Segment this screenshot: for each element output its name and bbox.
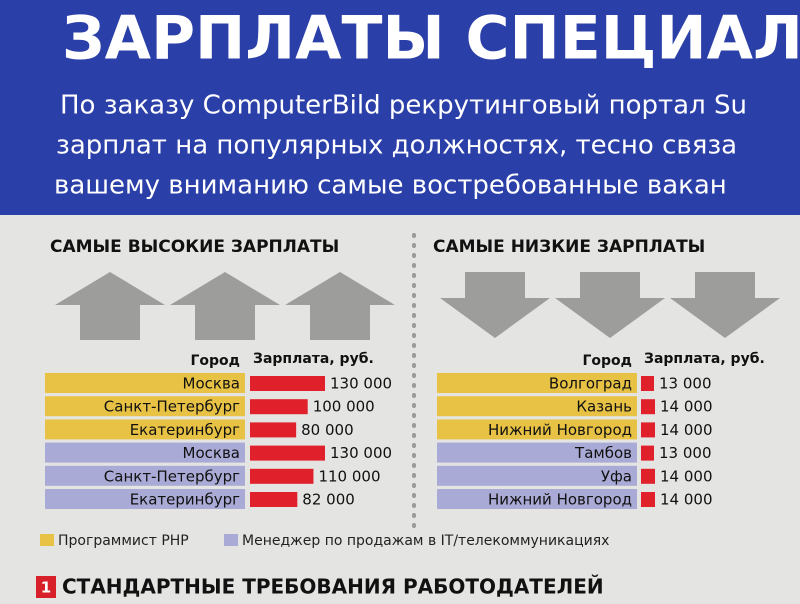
row-cell bbox=[45, 489, 245, 509]
legend-label: Менеджер по продажам в IT/телекоммуникац… bbox=[242, 533, 609, 549]
value-header: Зарплата, руб. bbox=[253, 351, 374, 367]
city: Волгоград bbox=[549, 375, 632, 393]
value-label: 14 000 bbox=[660, 421, 713, 439]
value-label: 100 000 bbox=[313, 398, 375, 416]
intro-line: По заказу ComputerBild рекрутинговый пор… bbox=[60, 91, 747, 121]
row-cell bbox=[437, 396, 637, 417]
city: Екатеринбург bbox=[130, 491, 240, 509]
row-cell bbox=[437, 373, 637, 393]
arrow bbox=[555, 272, 665, 338]
bar bbox=[641, 468, 655, 484]
row-cell bbox=[437, 419, 637, 440]
arrow bbox=[670, 272, 780, 338]
bar bbox=[250, 399, 308, 415]
row-cell bbox=[437, 465, 637, 486]
city: Нижний Новгород bbox=[488, 421, 632, 439]
chart-title: САМЫЕ ВЫСОКИЕ ЗАРПЛАТЫ bbox=[50, 237, 339, 257]
value-label: 82 000 bbox=[302, 491, 355, 509]
section-badge bbox=[36, 576, 56, 598]
legend-swatch bbox=[40, 534, 54, 546]
category-header: Город bbox=[583, 353, 633, 369]
value-label: 14 000 bbox=[660, 491, 713, 509]
value-label: 80 000 bbox=[301, 421, 354, 439]
arrow bbox=[170, 272, 280, 340]
city: Москва bbox=[183, 444, 240, 462]
arrow bbox=[285, 272, 395, 340]
bar bbox=[641, 399, 655, 415]
bar bbox=[250, 445, 325, 461]
row-cell bbox=[45, 373, 245, 393]
value-label: 14 000 bbox=[660, 467, 713, 485]
legend-swatch bbox=[224, 534, 238, 546]
section-title: СТАНДАРТНЫЕ ТРЕБОВАНИЯ РАБОТОДАТЕЛЕЙ bbox=[62, 575, 604, 599]
row-cell bbox=[437, 442, 637, 463]
row-cell bbox=[45, 419, 245, 440]
city: Санкт-Петербург bbox=[104, 398, 240, 416]
city: Екатеринбург bbox=[130, 421, 240, 439]
value-header: Зарплата, руб. bbox=[644, 351, 765, 367]
bar bbox=[641, 422, 655, 438]
bar bbox=[250, 376, 325, 391]
row-cell bbox=[437, 489, 637, 509]
chart-title: САМЫЕ НИЗКИЕ ЗАРПЛАТЫ bbox=[433, 237, 705, 257]
bar bbox=[641, 376, 654, 391]
city: Москва bbox=[183, 375, 240, 393]
value-label: 14 000 bbox=[660, 398, 713, 416]
page-title: ЗАРПЛАТЫ СПЕЦИАЛ bbox=[62, 4, 800, 74]
city: Санкт-Петербург bbox=[104, 467, 240, 485]
arrow bbox=[55, 272, 165, 340]
bar bbox=[250, 492, 298, 507]
bar bbox=[641, 445, 654, 461]
arrow bbox=[440, 272, 550, 338]
row-cell bbox=[45, 396, 245, 417]
legend-label: Программист PHP bbox=[58, 533, 189, 549]
value-label: 110 000 bbox=[318, 467, 380, 485]
bar bbox=[641, 492, 655, 507]
value-label: 130 000 bbox=[330, 444, 392, 462]
section-number: 1 bbox=[41, 579, 51, 597]
row-cell bbox=[45, 442, 245, 463]
category-header: Город bbox=[191, 353, 241, 369]
city: Уфа bbox=[601, 467, 632, 485]
value-label: 13 000 bbox=[659, 444, 712, 462]
row-cell bbox=[45, 465, 245, 486]
intro-line: зарплат на популярных должностях, тесно … bbox=[56, 131, 737, 161]
city: Тамбов bbox=[574, 444, 632, 462]
intro-line: вашему вниманию самые востребованные вак… bbox=[54, 171, 727, 201]
city: Казань bbox=[576, 398, 632, 416]
bar bbox=[250, 468, 314, 484]
bar bbox=[250, 422, 297, 438]
value-label: 13 000 bbox=[659, 375, 712, 393]
city: Нижний Новгород bbox=[488, 491, 632, 509]
header-band bbox=[0, 0, 800, 215]
value-label: 130 000 bbox=[330, 375, 392, 393]
